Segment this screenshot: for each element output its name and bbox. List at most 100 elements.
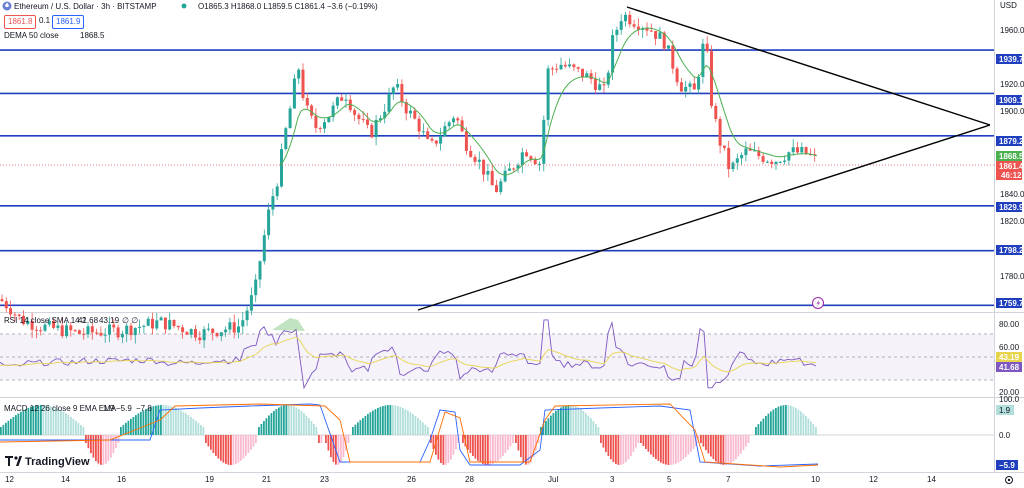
time-axis[interactable]: 12 14 16 19 21 23 26 28 Jul 3 5 7 10 12 … <box>5 475 936 484</box>
candle-body <box>499 181 503 193</box>
macd-hist-bar <box>352 427 354 435</box>
macd-hist-bar <box>87 435 90 449</box>
candle-body <box>52 320 56 328</box>
macd-hist-bar <box>42 405 45 435</box>
macd-hist-bar <box>222 435 225 463</box>
candle-body <box>542 119 546 164</box>
macd-hist-bar <box>665 435 667 465</box>
macd-hist-bar <box>100 435 102 465</box>
candle-body <box>211 328 215 334</box>
candle-body <box>267 209 271 236</box>
candle-body <box>538 163 541 165</box>
candle-body <box>404 102 408 114</box>
macd-hist-bar <box>512 435 514 443</box>
sell-price-box[interactable]: 1861.8 <box>4 15 37 29</box>
macd-hist-bar <box>742 435 745 451</box>
candle-body <box>344 99 348 101</box>
candle-body <box>409 110 412 114</box>
macd-hist-bar <box>379 406 382 435</box>
buy-price-box[interactable]: 1861.9 <box>52 15 85 29</box>
level-badge: 1879.2 <box>999 137 1024 146</box>
candle-body <box>611 35 615 73</box>
triangle-lower-trendline[interactable] <box>417 124 991 311</box>
macd-hist-bar <box>530 435 532 463</box>
symbol-title[interactable]: Ethereum / U.S. Dollar · 3h · BITSTAMP <box>14 2 157 11</box>
macd-hist-bar <box>532 435 535 458</box>
price-pane[interactable] <box>0 0 994 312</box>
candle-body <box>804 147 808 155</box>
macd-hist-bar <box>590 418 592 435</box>
macd-hist-bar <box>467 435 469 450</box>
candle-body <box>383 111 387 119</box>
dema-badge: 1868.5 <box>999 152 1024 161</box>
candle-body <box>555 68 559 70</box>
candle-body <box>796 147 799 153</box>
macd-hist-bar <box>657 435 660 461</box>
candle-body <box>697 77 701 90</box>
rsi-tick: 80.00 <box>999 320 1020 329</box>
macd-hist-bar <box>320 435 323 443</box>
candle-body <box>262 235 266 262</box>
price-axis[interactable]: USD 1960.0 1920.0 1900.0 1840.0 1820.0 1… <box>1000 1 1024 281</box>
rsi-axis[interactable]: 80.00 60.00 20.00 43.19 41.68 <box>996 320 1022 397</box>
macd-hist-bar <box>30 406 32 435</box>
candle-body <box>284 128 288 150</box>
macd-hist-bar <box>602 435 605 448</box>
macd-hist-bar <box>354 424 357 435</box>
macd-hist-bar <box>725 435 727 465</box>
candle-body <box>516 165 520 169</box>
macd-hist-bar <box>263 421 265 435</box>
macd-hist-bar <box>605 435 607 452</box>
macd-hist-bar <box>732 435 735 462</box>
macd-hist-bar <box>372 410 374 435</box>
macd-axis[interactable]: 100.0 1.9 0.0 −5.9 <box>996 395 1020 470</box>
macd-hist-bar <box>310 421 313 435</box>
tradingview-logo[interactable]: TradingView <box>5 456 90 468</box>
macd-hist-bar <box>210 435 212 450</box>
macd-hist-bar <box>205 435 207 443</box>
macd-hist-bar <box>637 435 640 443</box>
candle-body <box>120 333 124 338</box>
time-tick: 26 <box>407 475 416 484</box>
macd-hist-bar <box>782 405 785 435</box>
lightning-icon[interactable] <box>812 297 824 309</box>
macd-hist-bar <box>677 435 680 463</box>
macd-hist-bar <box>412 414 414 435</box>
macd-hist-bar <box>440 435 442 464</box>
macd-hist-bar <box>325 435 327 443</box>
macd-hist-bar <box>394 405 397 435</box>
candle-body <box>275 186 279 197</box>
macd-hist-bar <box>807 418 810 435</box>
candle-body <box>194 329 197 338</box>
macd-hist-bar <box>235 435 237 464</box>
candle-body <box>430 138 434 141</box>
candle-body <box>26 320 30 325</box>
macd-hist-bar <box>293 406 295 435</box>
candle-body <box>142 325 146 327</box>
candle-body <box>56 325 60 328</box>
macd-hist-bar <box>502 435 504 456</box>
macd-hist-bar <box>102 435 105 465</box>
level-badge: 1759.7 <box>999 299 1024 308</box>
macd-hist-bar <box>122 424 125 435</box>
candle-body <box>619 21 623 30</box>
macd-hist-bar <box>90 435 92 454</box>
macd-hist-bar <box>340 435 342 463</box>
macd-hist-bar <box>660 435 662 463</box>
macd-hist-bar <box>692 435 695 449</box>
macd-hist-bar <box>520 435 522 458</box>
candle-body <box>13 314 17 316</box>
macd-hist-bar <box>182 411 185 435</box>
time-tick: 5 <box>667 475 672 484</box>
macd-hist-bar <box>300 410 303 435</box>
candle-body <box>731 162 735 170</box>
macd-hist-bar <box>60 410 62 435</box>
candle-body <box>482 159 486 175</box>
rsi-badge: 41.68 <box>999 363 1020 372</box>
settings-gear-icon[interactable] <box>1005 476 1013 484</box>
macd-hist-bar <box>77 422 80 435</box>
countdown-badge: 46:12 <box>1001 171 1022 180</box>
triangle-upper-trendline[interactable] <box>626 6 991 126</box>
macd-hist-bar <box>720 435 722 465</box>
